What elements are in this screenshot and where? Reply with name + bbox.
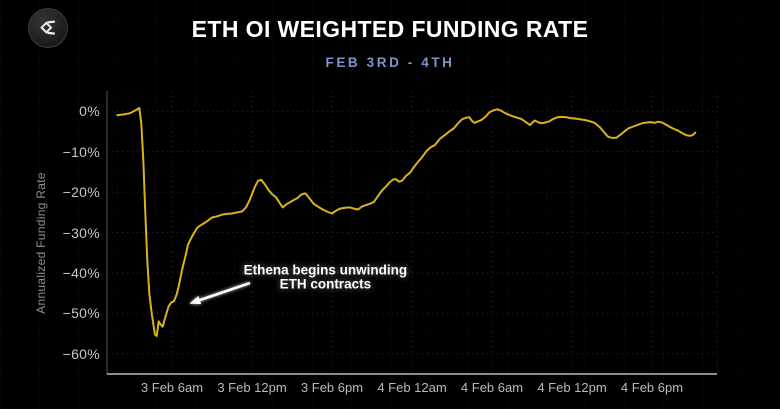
sigma-diamond-logo-icon — [40, 20, 55, 35]
annotation-arrow — [189, 281, 251, 305]
y-tick-label: −60% — [62, 345, 100, 362]
y-tick-label: −30% — [62, 224, 100, 241]
annotation-line: Ethena begins unwinding — [243, 262, 408, 278]
chart-subtitle: FEB 3RD - 4TH — [325, 55, 455, 70]
x-tick-label: 3 Feb 6pm — [300, 380, 364, 395]
x-tick-label: 4 Feb 6am — [460, 380, 524, 395]
funding-rate-series-line — [116, 107, 697, 337]
chart-annotation: Ethena begins unwinding ETH contracts — [244, 263, 408, 292]
y-tick-label: −50% — [62, 305, 100, 322]
y-tick-label: −10% — [62, 143, 100, 160]
y-tick-label: −20% — [62, 184, 100, 201]
x-tick-label: 4 Feb 12pm — [537, 380, 607, 395]
x-tick-label: 4 Feb 12am — [377, 380, 447, 395]
logo-badge — [28, 8, 68, 48]
x-tick-label: 3 Feb 12pm — [217, 380, 287, 395]
chart-title: ETH OI WEIGHTED FUNDING RATE — [191, 16, 589, 42]
y-tick-label: 0% — [79, 103, 100, 120]
x-tick-label: 4 Feb 6pm — [620, 380, 684, 395]
annotation-line: ETH contracts — [279, 276, 372, 292]
y-tick-label: −40% — [62, 264, 100, 281]
x-tick-label: 3 Feb 6am — [140, 380, 204, 395]
